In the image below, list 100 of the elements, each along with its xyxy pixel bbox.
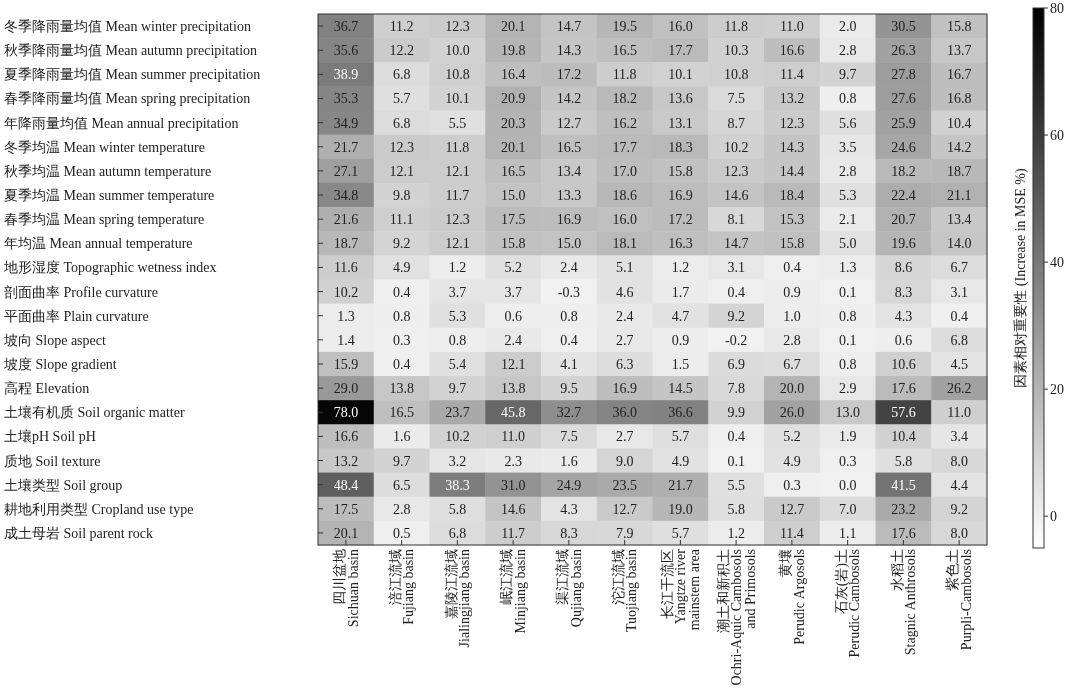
data-label: 15.3 (779, 212, 805, 228)
data-label: 13.2 (779, 91, 805, 107)
data-label: -0.2 (725, 332, 748, 348)
data-label: 45.8 (500, 405, 526, 421)
data-label: 13.8 (389, 381, 414, 397)
data-label: 12.7 (612, 501, 637, 517)
data-label: 9.2 (727, 308, 745, 324)
data-label: 21.6 (333, 212, 359, 228)
data-label: 36.7 (333, 19, 359, 35)
data-label: 0.4 (392, 356, 411, 372)
data-label: 16.3 (668, 236, 693, 252)
color-bar-label: 0 (1050, 509, 1057, 525)
data-label: 2.8 (838, 163, 857, 179)
data-label: 9.8 (392, 188, 411, 204)
data-label: 15.8 (946, 19, 972, 35)
data-label: 4.7 (671, 308, 690, 324)
y-tick-label: 年降雨量均值 Mean annual precipitation (4, 115, 239, 131)
data-label: 4.9 (392, 260, 411, 276)
data-label: 20.9 (500, 91, 526, 107)
data-label: -0.3 (557, 284, 580, 300)
data-label: 30.5 (891, 19, 916, 35)
data-label: 13.6 (668, 91, 693, 107)
x-tick-label: 四川盆地 Sichuan basin (332, 549, 361, 628)
data-label: 0.8 (560, 308, 578, 324)
data-label: 5.1 (615, 260, 634, 276)
data-label: 0.4 (727, 429, 745, 445)
data-label: 2.4 (504, 332, 522, 348)
data-label: 34.8 (333, 188, 359, 204)
data-label: 4.5 (950, 356, 968, 372)
data-label: 5.6 (838, 115, 857, 131)
data-label: 11.1 (389, 212, 414, 228)
data-label: 9.7 (392, 453, 411, 469)
data-label: 8.6 (894, 260, 913, 276)
data-label: 17.2 (556, 67, 582, 83)
data-label: 18.7 (333, 236, 359, 252)
data-label: 10.1 (445, 91, 470, 107)
data-label: 16.6 (333, 429, 359, 445)
data-label: 14.7 (723, 236, 749, 252)
data-label: 24.9 (556, 477, 582, 493)
data-label: 38.3 (445, 477, 470, 493)
data-label: 10.8 (723, 67, 749, 83)
data-label: 6.8 (392, 67, 411, 83)
data-label: 12.1 (445, 236, 470, 252)
data-label: 2.0 (838, 19, 857, 35)
data-label: 12.1 (445, 163, 470, 179)
data-label: 4.4 (950, 477, 968, 493)
color-bar-label: 40 (1050, 255, 1064, 271)
data-label: 14.0 (946, 236, 972, 252)
data-label: 15.8 (779, 236, 805, 252)
data-label: 3.1 (727, 260, 745, 276)
data-label: 0.8 (392, 308, 411, 324)
data-label: 11.4 (779, 525, 804, 541)
data-label: 29.0 (333, 381, 359, 397)
data-label: 14.6 (500, 501, 526, 517)
data-label: 0.3 (783, 477, 801, 493)
data-label: 2.7 (615, 332, 634, 348)
data-label: 11.8 (724, 19, 749, 35)
data-label: 14.7 (556, 19, 582, 35)
data-label: 7.5 (560, 429, 578, 445)
y-tick-label: 坡度 Slope gradient (3, 356, 117, 372)
data-label: 3.5 (838, 139, 857, 155)
data-label: 6.5 (392, 477, 411, 493)
data-label: 14.6 (723, 188, 749, 204)
y-tick-label: 秋季均温 Mean autumn temperature (4, 163, 212, 179)
data-label: 21.7 (333, 139, 359, 155)
data-label: 15.8 (500, 236, 526, 252)
data-label: 5.3 (448, 308, 467, 324)
data-label: 23.5 (612, 477, 637, 493)
data-label: 27.1 (333, 163, 359, 179)
x-tick-label: 长江干流区 Yangtze river mainstem area (659, 548, 702, 631)
data-label: 18.1 (612, 236, 637, 252)
data-label: 6.7 (950, 260, 968, 276)
data-label: 14.2 (556, 91, 582, 107)
x-tick-label: 紫色土 Purpli-Cambosols (945, 549, 974, 651)
data-label: 41.5 (891, 477, 916, 493)
data-label: 2.8 (392, 501, 411, 517)
data-label: 10.1 (668, 67, 693, 83)
data-label: 11.7 (445, 188, 470, 204)
data-label: 0.4 (783, 260, 801, 276)
data-label: 13.7 (946, 43, 972, 59)
data-label: 8.7 (727, 115, 745, 131)
data-label: 34.9 (333, 115, 359, 131)
data-label: 3.1 (950, 284, 968, 300)
data-label: 9.9 (727, 405, 745, 421)
y-tick-label: 土壤类型 Soil group (4, 477, 123, 493)
y-tick-label: 冬季降雨量均值 Mean winter precipitation (4, 19, 251, 35)
data-label: 16.2 (612, 115, 637, 131)
data-label: 1.4 (337, 332, 355, 348)
data-label: 1.3 (337, 308, 355, 324)
data-label: 0.1 (838, 332, 857, 348)
data-label: 18.3 (668, 139, 693, 155)
data-label: 19.5 (612, 19, 637, 35)
data-label: 12.2 (389, 43, 414, 59)
data-label: 10.8 (445, 67, 470, 83)
data-label: 19.0 (668, 501, 693, 517)
data-label: 78.0 (333, 405, 359, 421)
data-label: 18.4 (779, 188, 805, 204)
y-tick-label: 土壤有机质 Soil organic matter (4, 405, 185, 421)
data-label: 7.8 (727, 381, 745, 397)
data-label: 27.8 (891, 67, 916, 83)
